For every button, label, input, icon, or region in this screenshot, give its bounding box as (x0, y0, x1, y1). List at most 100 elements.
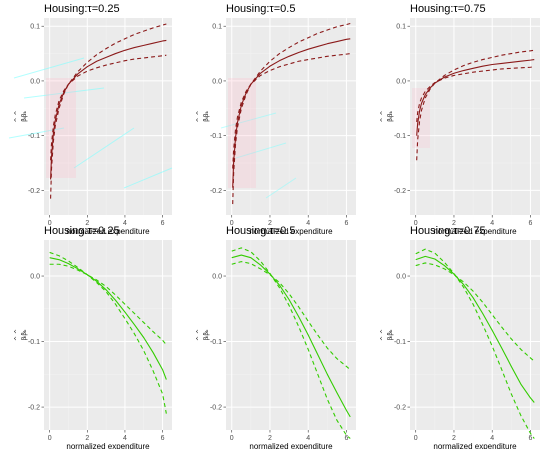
series-line-dashed-2 (231, 247, 351, 439)
y-tick-label: 0.0 (30, 78, 40, 85)
panel-background (44, 18, 172, 215)
x-axis-title: normalized expenditure (433, 227, 517, 236)
y-axis-symbol: βᵢβₖ (21, 111, 28, 122)
smear-mark (13, 57, 85, 79)
x-tick-label: 2 (268, 435, 272, 442)
x-tick-label: 0 (48, 435, 52, 442)
y-tick-label: -0.1 (394, 133, 406, 140)
y-axis-hat: ^ ^ (196, 111, 203, 123)
y-axis-title: ^ ^ βᵢβₖ (380, 329, 394, 341)
panel-title: Housing:τ=0.5 (226, 225, 295, 237)
x-tick-label: 6 (344, 435, 348, 442)
y-tick-label: 0.0 (30, 274, 40, 281)
smear-mark (73, 127, 135, 169)
panel-background (44, 240, 172, 430)
x-tick-label: 6 (528, 435, 532, 442)
x-tick-label: 0 (230, 220, 234, 227)
panel-background (410, 240, 540, 430)
y-tick-label: 0.0 (212, 78, 222, 85)
series-line-dashed-3 (50, 54, 167, 161)
y-tick-label: -0.1 (28, 133, 40, 140)
y-tick-label: -0.1 (210, 339, 222, 346)
y-tick-label: 0.0 (212, 274, 222, 281)
x-tick-label: 6 (344, 220, 348, 227)
series-line-dashed-3 (415, 262, 535, 362)
x-tick-label: 4 (123, 220, 127, 227)
x-tick-label: 4 (490, 435, 494, 442)
series-line-solid-1 (232, 38, 351, 188)
y-axis-symbol: βᵢβₖ (387, 111, 394, 122)
y-axis-hat: ^ ^ (380, 111, 387, 123)
y-tick-label: 0.0 (396, 274, 406, 281)
x-tick-label: 0 (230, 435, 234, 442)
y-tick-label: 0.1 (30, 24, 40, 31)
series-line-solid-1 (416, 59, 535, 136)
y-axis-hat: ^ ^ (14, 329, 21, 341)
series-line-solid-1 (49, 257, 167, 380)
y-axis-symbol: βᵢβₖ (203, 111, 210, 122)
series-line-dashed-2 (232, 22, 351, 205)
series-line-solid-1 (415, 255, 535, 403)
x-tick-label: 4 (306, 220, 310, 227)
y-tick-label: 0.1 (212, 24, 222, 31)
x-axis-title: normalized expenditure (66, 442, 150, 449)
y-tick-label: -0.1 (394, 339, 406, 346)
panel-background (226, 240, 356, 430)
panel-6: 0 2 4 60.0-0.1-0.2Housing:τ=0.75normalized … (380, 225, 540, 449)
y-axis-title: ^ ^ βᵢβₖ (14, 111, 28, 123)
y-tick-label: -0.1 (210, 133, 222, 140)
y-tick-label: -0.2 (210, 405, 222, 412)
y-tick-label: -0.1 (28, 339, 40, 346)
x-tick-label: 0 (414, 435, 418, 442)
series-line-dashed-2 (50, 23, 167, 199)
x-tick-label: 2 (452, 435, 456, 442)
x-tick-label: 6 (161, 435, 165, 442)
panel-2: 0 2 4 60.10.0-0.1-0.2Housing:τ=0.5normalize… (196, 3, 356, 236)
y-axis-title: ^ ^ βᵢβₖ (14, 329, 28, 341)
y-axis-title: ^ ^ βᵢβₖ (380, 111, 394, 123)
series-line-dashed-3 (416, 66, 535, 123)
panel-title: Housing:τ=0.75 (410, 225, 486, 237)
x-axis-title: normalized expenditure (249, 227, 333, 236)
y-axis-symbol: βᵢβₖ (21, 329, 28, 340)
series-line-dashed-3 (231, 261, 351, 371)
smear-mark (123, 167, 173, 189)
panel-title: Housing:τ=0.25 (44, 225, 120, 237)
x-tick-label: 2 (85, 220, 89, 227)
x-tick-label: 2 (268, 220, 272, 227)
y-axis-hat: ^ ^ (196, 329, 203, 341)
x-tick-label: 4 (490, 220, 494, 227)
smear-mark (235, 142, 287, 159)
smear-patch (46, 78, 76, 178)
x-axis-title: normalized expenditure (66, 227, 150, 236)
series-line-dashed-2 (49, 251, 167, 414)
smear-mark (8, 127, 65, 139)
series-line-dashed-2 (415, 248, 535, 439)
x-tick-label: 2 (452, 220, 456, 227)
x-tick-label: 0 (414, 220, 418, 227)
panel-title: Housing:τ=0.75 (410, 3, 486, 15)
y-tick-label: 0.0 (396, 78, 406, 85)
series-line-solid-1 (231, 254, 351, 418)
series-line-dashed-3 (232, 53, 351, 169)
smear-mark (265, 177, 297, 199)
x-tick-label: 4 (123, 435, 127, 442)
x-tick-label: 0 (48, 220, 52, 227)
y-tick-label: -0.2 (394, 405, 406, 412)
y-axis-symbol: βᵢβₖ (203, 329, 210, 340)
panel-title: Housing:τ=0.5 (226, 3, 295, 15)
y-axis-title: ^ ^ βᵢβₖ (196, 329, 210, 341)
y-tick-label: 0.1 (396, 24, 406, 31)
panel-3: 0 2 4 60.10.0-0.1-0.2Housing:τ=0.75normaliz… (380, 3, 540, 236)
x-tick-label: 2 (85, 435, 89, 442)
panel-title: Housing:τ=0.25 (44, 3, 120, 15)
x-axis-title: normalized expenditure (433, 442, 517, 449)
panel-background (226, 18, 356, 215)
y-tick-label: -0.2 (394, 188, 406, 195)
panel-1: 0 2 4 60.10.0-0.1-0.2Housing:τ=0.25normaliz… (8, 3, 173, 236)
y-axis-symbol: βᵢβₖ (387, 329, 394, 340)
x-tick-label: 4 (306, 435, 310, 442)
y-axis-title: ^ ^ βᵢβₖ (196, 111, 210, 123)
